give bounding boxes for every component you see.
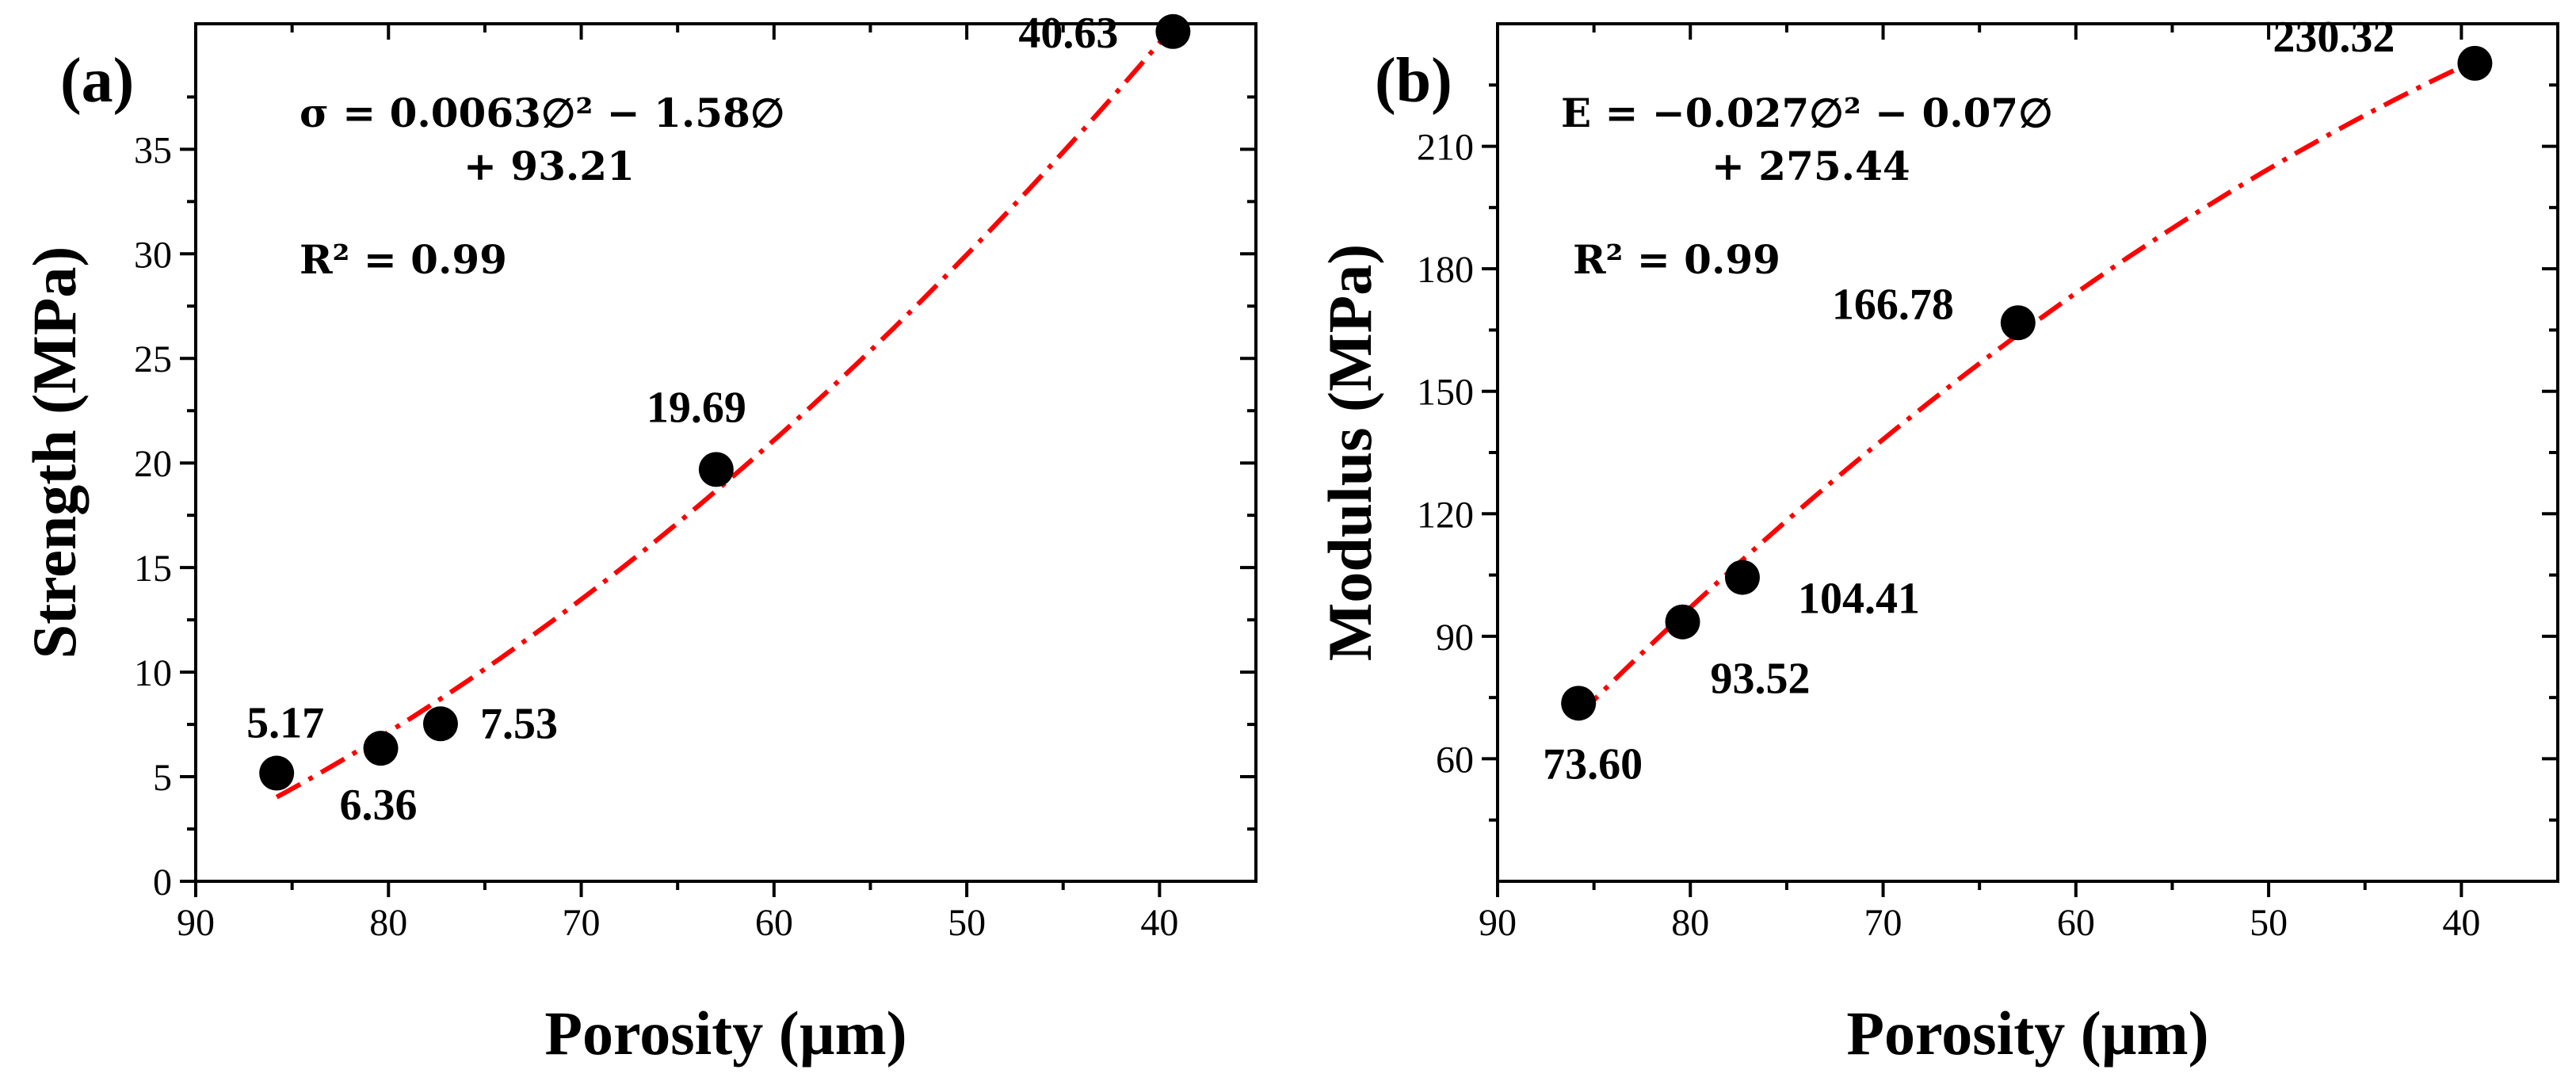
- plot-frame-a: [194, 22, 1257, 883]
- y-tick-label: 120: [1417, 494, 1474, 536]
- y-tick-label: 60: [1436, 739, 1474, 781]
- data-label: 5.17: [246, 699, 324, 748]
- marks-b: 90 80 70 60 50 40 60 90 120 150 180 210 73.60 93.52 10…: [1417, 13, 2558, 944]
- x-tick-label: 40: [2442, 902, 2480, 944]
- y-tick-label: 90: [1436, 617, 1474, 659]
- x-axis-title-a: Porosity (µm): [544, 999, 906, 1068]
- equation-b-line1: E = −0.027∅² − 0.07∅: [1561, 90, 2053, 136]
- y-tick-label: 5: [153, 757, 172, 799]
- data-point: [698, 452, 734, 487]
- y-tick-label: 180: [1417, 249, 1474, 291]
- y-tick-label: 10: [134, 652, 172, 694]
- x-tick-label: 80: [1671, 902, 1709, 944]
- data-point: [2457, 45, 2493, 81]
- y-tick-label: 210: [1417, 127, 1474, 169]
- data-label: 19.69: [647, 383, 746, 432]
- plot-frame-b: [1496, 22, 2559, 883]
- x-tick-label: 60: [755, 902, 793, 944]
- data-label: 93.52: [1711, 655, 1811, 704]
- x-tick-label: 90: [177, 902, 215, 944]
- y-tick-label: 150: [1417, 372, 1474, 414]
- data-point: [1724, 560, 1760, 595]
- data-label: 40.63: [1018, 9, 1118, 58]
- x-tick-label: 80: [369, 902, 407, 944]
- data-point: [2000, 305, 2036, 341]
- x-tick-label: 70: [563, 902, 601, 944]
- data-point: [259, 755, 295, 791]
- panel-label-a: (a): [60, 46, 134, 116]
- marks-a: 90 80 70 60 50 40 0 5 10 15 20 25 30 35 5.17 6.36 7.53 19…: [134, 9, 1256, 944]
- x-axis-title-b: Porosity (µm): [1846, 999, 2208, 1068]
- y-axis-title-a: Strength (MPa): [20, 246, 89, 659]
- data-point: [1155, 13, 1191, 49]
- data-point: [1561, 686, 1597, 721]
- r-squared-a: R² = 0.99: [300, 236, 507, 283]
- y-tick-label: 30: [134, 234, 172, 276]
- panel-label-b: (b): [1375, 46, 1452, 116]
- equation-a-line1: σ = 0.0063∅² − 1.58∅: [300, 90, 784, 136]
- data-point: [1665, 604, 1700, 640]
- y-axis-title-b: Modulus (MPa): [1315, 244, 1384, 662]
- x-tick-label: 40: [1140, 902, 1178, 944]
- x-tick-label: 90: [1479, 902, 1517, 944]
- x-tick-label: 60: [2057, 902, 2095, 944]
- data-point: [363, 731, 399, 766]
- equation-b-line2: + 275.44: [1712, 143, 1910, 189]
- y-tick-label: 0: [153, 861, 172, 903]
- x-tick-label: 50: [2250, 902, 2288, 944]
- panel-a-strength-chart: (a) σ = 0.0063∅² − 1.58∅ + 93.21 R² = 0.…: [20, 9, 1257, 1068]
- y-tick-label: 15: [134, 548, 172, 590]
- equation-a-line2: + 93.21: [464, 143, 635, 189]
- data-label: 6.36: [340, 781, 418, 830]
- y-tick-label: 20: [134, 443, 172, 485]
- data-label: 104.41: [1798, 575, 1920, 624]
- r-squared-b: R² = 0.99: [1573, 236, 1780, 283]
- data-label: 7.53: [480, 699, 558, 748]
- x-tick-label: 70: [1864, 902, 1902, 944]
- data-label: 166.78: [1832, 280, 1954, 329]
- data-label: 230.32: [2273, 13, 2395, 62]
- y-tick-label: 25: [134, 338, 172, 380]
- data-label: 73.60: [1543, 739, 1643, 789]
- panel-b-modulus-chart: (b) E = −0.027∅² − 0.07∅ + 275.44 R² = 0…: [1315, 13, 2559, 1068]
- y-tick-label: 35: [134, 129, 172, 171]
- x-tick-label: 50: [948, 902, 986, 944]
- data-point: [422, 706, 458, 742]
